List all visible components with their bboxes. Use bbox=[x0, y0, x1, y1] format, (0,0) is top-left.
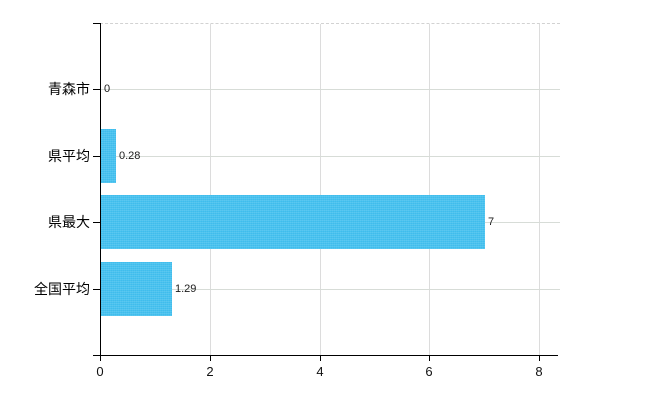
x-axis-tick-label: 2 bbox=[206, 364, 214, 379]
category-gridline bbox=[101, 289, 560, 290]
y-axis-tick bbox=[93, 222, 100, 223]
vertical-gridline bbox=[429, 24, 430, 356]
bar-value-label: 0.28 bbox=[119, 150, 141, 162]
x-axis-tick bbox=[539, 355, 540, 361]
bar-value-label: 7 bbox=[488, 216, 495, 228]
category-label: 青森市 bbox=[48, 81, 90, 97]
category-label: 全国平均 bbox=[34, 281, 90, 297]
x-axis-tick-label: 0 bbox=[96, 364, 104, 379]
x-axis-tick bbox=[429, 355, 430, 361]
category-gridline bbox=[101, 156, 560, 157]
y-axis-tick bbox=[93, 89, 100, 90]
y-axis-tick bbox=[93, 355, 100, 356]
bar-value-label: 0 bbox=[104, 83, 111, 95]
plot-area bbox=[100, 23, 560, 356]
x-axis-tick bbox=[210, 355, 211, 361]
y-axis-tick bbox=[93, 23, 100, 24]
vertical-gridline bbox=[210, 24, 211, 356]
category-gridline bbox=[101, 89, 560, 90]
bar-value-label: 1.29 bbox=[175, 283, 197, 295]
x-axis-tick-label: 4 bbox=[316, 364, 324, 379]
x-axis-tick bbox=[100, 355, 101, 361]
category-label: 県最大 bbox=[48, 214, 90, 230]
y-axis-line bbox=[100, 23, 101, 355]
x-axis-tick-label: 6 bbox=[425, 364, 433, 379]
x-axis-tick-label: 8 bbox=[535, 364, 543, 379]
vertical-gridline bbox=[320, 24, 321, 356]
bar-県平均 bbox=[101, 129, 116, 183]
bar-県最大 bbox=[101, 195, 485, 249]
bar-全国平均 bbox=[101, 262, 172, 316]
category-label: 県平均 bbox=[48, 148, 90, 164]
vertical-gridline bbox=[539, 24, 540, 356]
x-axis-tick bbox=[320, 355, 321, 361]
y-axis-tick bbox=[93, 156, 100, 157]
x-axis-line bbox=[100, 355, 558, 356]
y-axis-tick bbox=[93, 289, 100, 290]
